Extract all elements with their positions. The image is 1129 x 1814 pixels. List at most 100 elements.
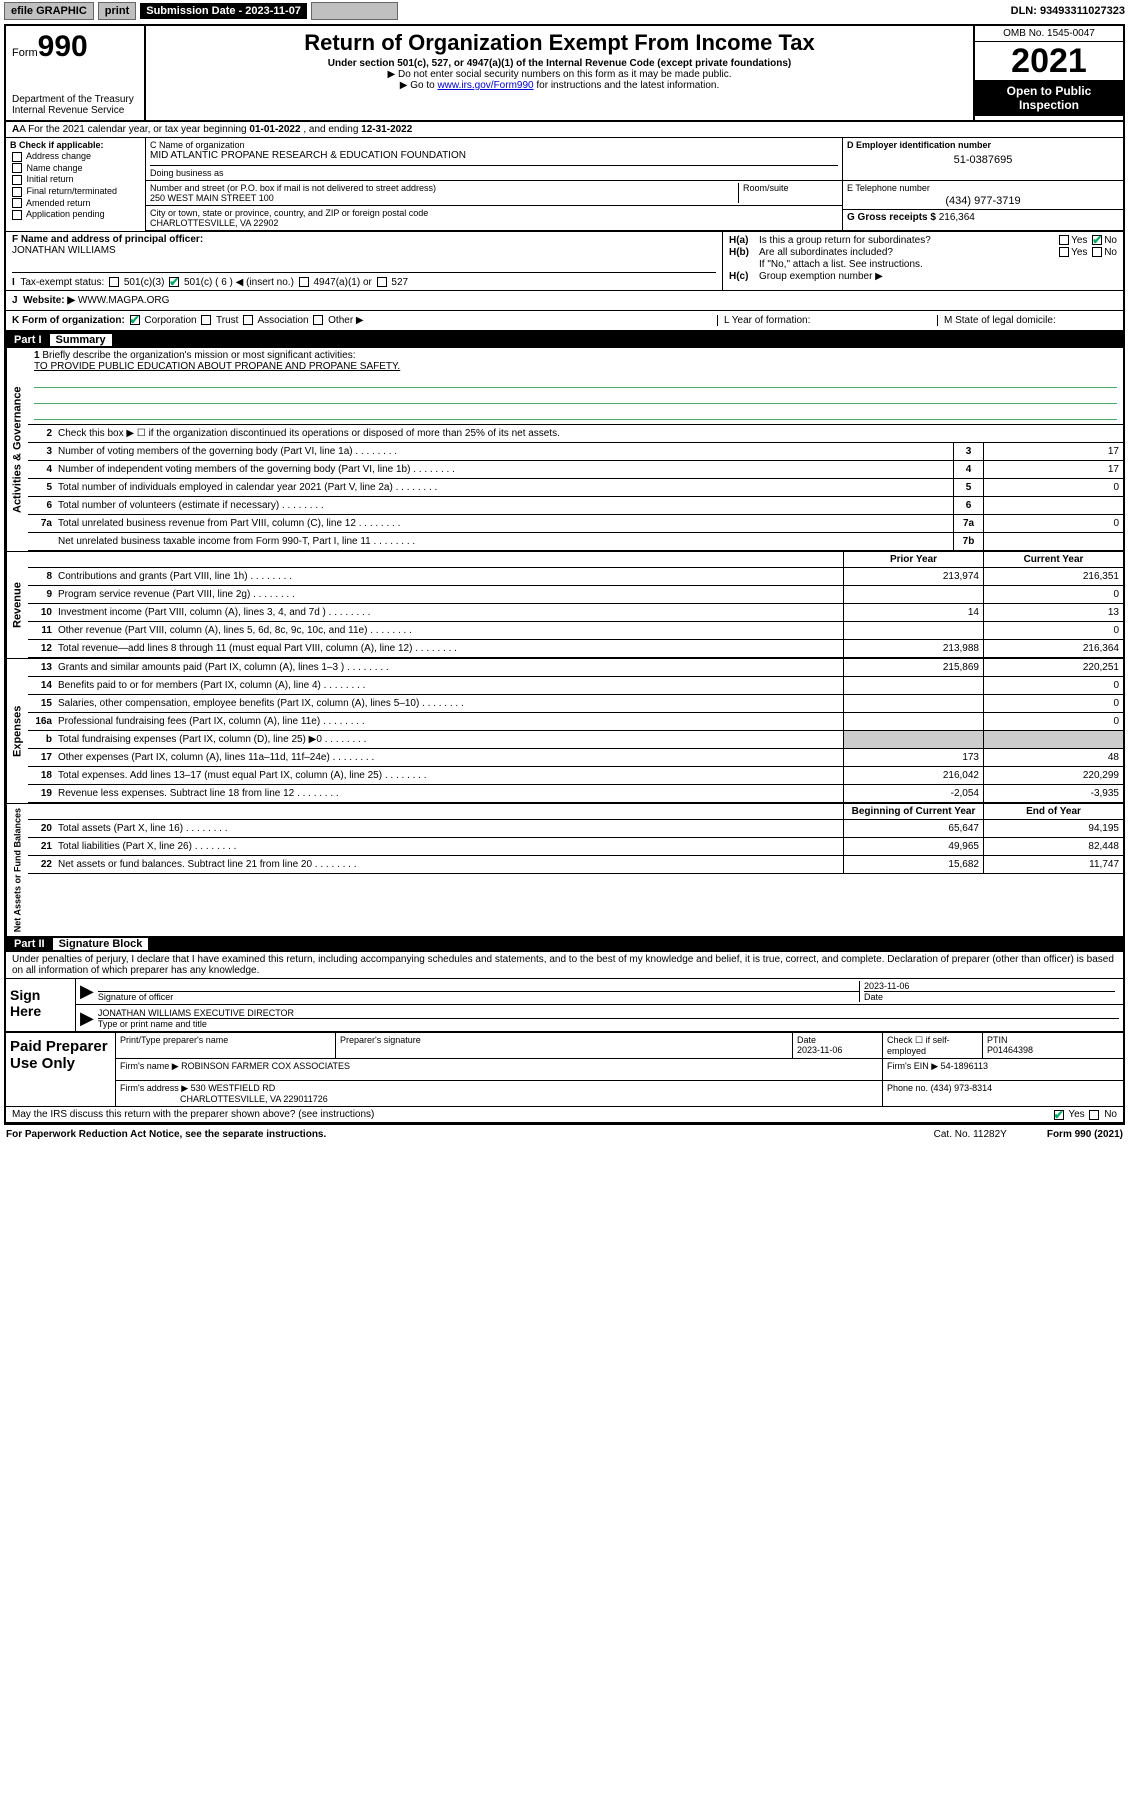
chk-amended-return[interactable]: Amended return bbox=[10, 198, 141, 209]
chk-other[interactable] bbox=[313, 315, 323, 325]
hb-no[interactable] bbox=[1092, 247, 1102, 257]
vlabel-governance: Activities & Governance bbox=[6, 348, 28, 551]
hdr-beginning: Beginning of Current Year bbox=[843, 804, 983, 819]
prior-value: 15,682 bbox=[843, 856, 983, 873]
q2-text: Check this box ▶ ☐ if the organization d… bbox=[56, 426, 1123, 441]
irs-link[interactable]: www.irs.gov/Form990 bbox=[437, 80, 533, 91]
prep-sig-label: Preparer's signature bbox=[336, 1033, 793, 1058]
chk-4947[interactable] bbox=[299, 277, 309, 287]
chk-corp[interactable] bbox=[130, 315, 140, 325]
part1-title: Summary bbox=[50, 334, 112, 346]
chk-assoc[interactable] bbox=[243, 315, 253, 325]
chk-501c[interactable] bbox=[169, 277, 179, 287]
hb-yes[interactable] bbox=[1059, 247, 1069, 257]
vlabel-expenses: Expenses bbox=[6, 659, 28, 803]
prep-date-value: 2023-11-06 bbox=[797, 1045, 842, 1055]
firm-phone: (434) 973-8314 bbox=[931, 1083, 993, 1093]
chk-application-pending[interactable]: Application pending bbox=[10, 209, 141, 220]
print-button[interactable]: print bbox=[98, 2, 136, 20]
city-label: City or town, state or province, country… bbox=[150, 208, 428, 218]
line-text: Net unrelated business taxable income fr… bbox=[56, 534, 953, 549]
current-value: 0 bbox=[983, 677, 1123, 694]
current-value: 82,448 bbox=[983, 838, 1123, 855]
line-value bbox=[983, 497, 1123, 514]
chk-name-change[interactable]: Name change bbox=[10, 163, 141, 174]
may-no[interactable] bbox=[1089, 1110, 1099, 1120]
row-a: AA For the 2021 calendar year, or tax ye… bbox=[6, 122, 1123, 138]
line-box-num: 5 bbox=[953, 479, 983, 496]
cat-number: Cat. No. 11282Y bbox=[934, 1129, 1007, 1140]
prep-date-label: Date bbox=[797, 1035, 816, 1045]
hdr-end: End of Year bbox=[983, 804, 1123, 819]
form-number: Form990 bbox=[12, 30, 138, 64]
current-value: 48 bbox=[983, 749, 1123, 766]
submission-date-label: Submission Date - 2023-11-07 bbox=[140, 3, 307, 19]
irs-label: Internal Revenue Service bbox=[12, 105, 138, 116]
line-text: Number of independent voting members of … bbox=[56, 462, 953, 477]
prior-value: 213,988 bbox=[843, 640, 983, 657]
line-text: Investment income (Part VIII, column (A)… bbox=[56, 605, 843, 620]
org-name: MID ATLANTIC PROPANE RESEARCH & EDUCATIO… bbox=[150, 150, 838, 161]
current-value: 220,251 bbox=[983, 659, 1123, 676]
hdr-prior: Prior Year bbox=[843, 552, 983, 567]
form-note1: ▶ Do not enter social security numbers o… bbox=[152, 69, 967, 80]
line-value: 17 bbox=[983, 443, 1123, 460]
officer-label: F Name and address of principal officer: bbox=[12, 234, 203, 245]
current-value: 0 bbox=[983, 713, 1123, 730]
ha-no[interactable] bbox=[1092, 235, 1102, 245]
current-value bbox=[983, 731, 1123, 748]
ha-yes[interactable] bbox=[1059, 235, 1069, 245]
street-label: Number and street (or P.O. box if mail i… bbox=[150, 183, 436, 193]
line-text: Total assets (Part X, line 16) bbox=[56, 821, 843, 836]
current-value: 94,195 bbox=[983, 820, 1123, 837]
firm-ein: 54-1896113 bbox=[941, 1061, 988, 1071]
chk-address-change[interactable]: Address change bbox=[10, 151, 141, 162]
current-value: 0 bbox=[983, 695, 1123, 712]
prior-value: 215,869 bbox=[843, 659, 983, 676]
line-text: Total expenses. Add lines 13–17 (must eq… bbox=[56, 768, 843, 783]
submission-date-spacer bbox=[311, 2, 398, 20]
prior-value bbox=[843, 731, 983, 748]
line-text: Contributions and grants (Part VIII, lin… bbox=[56, 569, 843, 584]
q1-label: Briefly describe the organization's miss… bbox=[42, 350, 355, 361]
tax-exempt-label: Tax-exempt status: bbox=[20, 277, 104, 288]
firm-addr-label: Firm's address ▶ bbox=[120, 1083, 188, 1093]
prior-value: -2,054 bbox=[843, 785, 983, 802]
current-value: 216,351 bbox=[983, 568, 1123, 585]
chk-527[interactable] bbox=[377, 277, 387, 287]
row-j: J Website: ▶ WWW.MAGPA.ORG bbox=[6, 291, 1123, 311]
chk-initial-return[interactable]: Initial return bbox=[10, 174, 141, 185]
hc-label: Group exemption number ▶ bbox=[759, 271, 883, 282]
current-value: 220,299 bbox=[983, 767, 1123, 784]
officer-printed-label: Type or print name and title bbox=[98, 1018, 1119, 1029]
prep-self-employed[interactable]: Check ☐ if self-employed bbox=[883, 1033, 983, 1058]
line-value: 0 bbox=[983, 515, 1123, 532]
dept-label: Department of the Treasury bbox=[12, 94, 138, 105]
ptin-label: PTIN bbox=[987, 1035, 1008, 1045]
city-value: CHARLOTTESVILLE, VA 22902 bbox=[150, 218, 428, 228]
current-value: -3,935 bbox=[983, 785, 1123, 802]
chk-final-return[interactable]: Final return/terminated bbox=[10, 186, 141, 197]
firm-name-label: Firm's name ▶ bbox=[120, 1061, 179, 1071]
efile-button[interactable]: efile GRAPHIC bbox=[4, 2, 94, 20]
chk-trust[interactable] bbox=[201, 315, 211, 325]
chk-501c3[interactable] bbox=[109, 277, 119, 287]
sign-here-label: Sign Here bbox=[6, 979, 76, 1031]
line-text: Other revenue (Part VIII, column (A), li… bbox=[56, 623, 843, 638]
omb-number: OMB No. 1545-0047 bbox=[975, 26, 1123, 42]
line-text: Grants and similar amounts paid (Part IX… bbox=[56, 660, 843, 675]
line-text: Salaries, other compensation, employee b… bbox=[56, 696, 843, 711]
line-text: Number of voting members of the governin… bbox=[56, 444, 953, 459]
state-domicile: M State of legal domicile: bbox=[937, 315, 1117, 326]
may-yes[interactable] bbox=[1054, 1110, 1064, 1120]
line-box-num: 6 bbox=[953, 497, 983, 514]
prior-value: 216,042 bbox=[843, 767, 983, 784]
line-text: Net assets or fund balances. Subtract li… bbox=[56, 857, 843, 872]
section-b-label: B Check if applicable: bbox=[10, 140, 104, 150]
current-value: 216,364 bbox=[983, 640, 1123, 657]
current-value: 0 bbox=[983, 622, 1123, 639]
form-note2: ▶ Go to www.irs.gov/Form990 for instruct… bbox=[152, 80, 967, 91]
sig-intro: Under penalties of perjury, I declare th… bbox=[6, 952, 1123, 979]
line-box-num: 4 bbox=[953, 461, 983, 478]
current-value: 11,747 bbox=[983, 856, 1123, 873]
